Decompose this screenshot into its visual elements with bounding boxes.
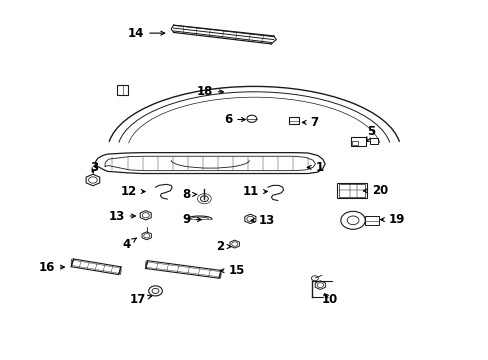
Text: 19: 19 [380,213,404,226]
Text: 12: 12 [121,185,145,198]
Bar [350,137,365,146]
Text: 3: 3 [90,161,99,174]
Text: 13: 13 [108,210,135,222]
Text: 9: 9 [182,213,201,226]
Bar [365,216,378,225]
Text: 15: 15 [220,264,244,277]
Bar [288,117,299,124]
Text: 1: 1 [306,161,323,174]
Text: 5: 5 [366,125,374,141]
Text: 17: 17 [129,293,151,306]
Text: 13: 13 [250,214,275,227]
Bar [339,184,364,197]
Bar [351,141,357,145]
Text: 4: 4 [122,238,136,251]
Text: 2: 2 [215,240,230,253]
Text: 6: 6 [224,113,245,126]
Text: 10: 10 [321,293,337,306]
Text: 20: 20 [363,184,387,197]
Text: 16: 16 [39,261,64,274]
Bar [337,183,366,198]
Text: 14: 14 [128,27,164,40]
Text: 7: 7 [302,116,318,129]
Text: 8: 8 [182,188,196,201]
Bar [369,138,378,144]
Text: 11: 11 [243,185,267,198]
Text: 18: 18 [196,85,223,98]
Bar [117,85,128,95]
